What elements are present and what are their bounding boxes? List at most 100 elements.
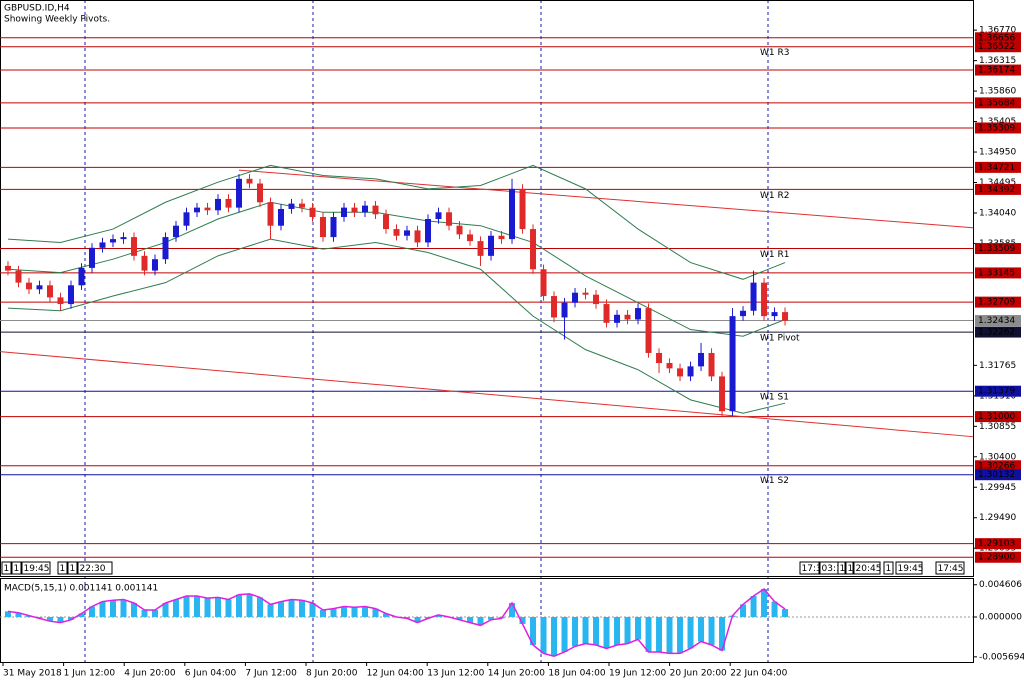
macd-bar (309, 602, 316, 617)
candle-body (771, 312, 778, 317)
macd-bar (530, 616, 537, 645)
candle-body (624, 314, 631, 320)
macd-bar (593, 616, 600, 645)
candle-body (467, 234, 474, 242)
candle-body (519, 188, 526, 230)
x-tick-label: 22 Jun 04:00 (730, 669, 787, 679)
macd-bar (151, 609, 158, 617)
time-box (853, 561, 881, 575)
candle-body (25, 282, 32, 290)
time-box-label: 19:45 (898, 564, 924, 574)
macd-bar (698, 616, 705, 642)
level-box (975, 97, 1021, 109)
candle-body (46, 285, 53, 298)
macd-bar (677, 616, 684, 654)
x-tick-label: 31 May 2018 (3, 669, 62, 679)
candle-body (130, 237, 137, 256)
trend-line (0, 351, 974, 438)
time-box (837, 561, 846, 575)
candle-body (78, 267, 85, 286)
candle-body (299, 203, 306, 208)
time-box (67, 561, 78, 575)
trend-line (238, 169, 974, 229)
macd-bar (761, 588, 768, 617)
candle-body (666, 363, 673, 369)
candle-body (645, 308, 652, 353)
macd-bar (582, 616, 589, 644)
macd-bar (603, 616, 610, 649)
macd-bar (193, 595, 200, 617)
level-box (975, 538, 1021, 550)
level-box (975, 460, 1021, 472)
level-value: 1.28900 (978, 553, 1015, 563)
candle-body (782, 312, 789, 321)
level-box (975, 161, 1021, 173)
signal-line (7, 587, 786, 657)
candle-body (362, 205, 369, 213)
macd-bar (109, 600, 116, 617)
level-box (975, 385, 1021, 397)
candle-body (498, 235, 505, 240)
time-box (57, 561, 68, 575)
macd-bar (750, 595, 757, 617)
level-box (975, 326, 1021, 338)
level-box (975, 183, 1021, 195)
level-value: 1.35309 (978, 123, 1015, 133)
y-tick-label: 1.29945 (979, 483, 1016, 493)
candle-body (729, 316, 736, 412)
candle-body (383, 214, 390, 230)
level-value: 1.31379 (978, 387, 1015, 397)
candle-body (435, 212, 442, 220)
macd-bar (740, 604, 747, 617)
macd-bar (456, 616, 463, 620)
macd-bar (172, 599, 179, 617)
x-tick-label: 12 Jun 04:00 (367, 669, 424, 679)
candle-body (404, 230, 411, 236)
macd-bar (4, 611, 11, 617)
y-tick-label: -0.005694 (979, 652, 1024, 662)
macd-bar (214, 597, 221, 617)
time-box (77, 561, 113, 575)
macd-bar (383, 613, 390, 617)
time-box (883, 561, 894, 575)
level-name: W1 R2 (760, 191, 789, 201)
macd-bar (435, 614, 442, 617)
candle-body (687, 366, 694, 377)
candle-body (414, 230, 421, 243)
level-value: 1.35684 (978, 98, 1015, 108)
y-tick-label: 1.36770 (979, 26, 1016, 36)
level-box (975, 296, 1021, 308)
candle-body (256, 183, 263, 203)
time-box (21, 561, 51, 575)
main-pane (0, 0, 974, 577)
macd-bar (162, 602, 169, 617)
candle-body (204, 207, 211, 211)
candle-body (214, 198, 221, 211)
level-name: W1 R3 (760, 48, 789, 58)
period-separators (84, 0, 769, 662)
x-tick-label: 19 Jun 12:00 (609, 669, 666, 679)
time-box-label: 22:30 (80, 564, 106, 574)
level-value: 1.36656 (978, 33, 1015, 43)
candle-body (141, 255, 148, 271)
macd-bar (561, 616, 568, 652)
macd-bar (130, 602, 137, 617)
candle-body (99, 242, 106, 248)
candle-body (656, 352, 663, 364)
candle-body (561, 302, 568, 318)
candle-body (635, 308, 642, 320)
candle-body (4, 265, 11, 271)
macd-bar (666, 616, 673, 654)
macd-bar (267, 604, 274, 617)
candle-body (551, 296, 558, 318)
candle-body (120, 237, 127, 240)
level-value: 1.31000 (978, 412, 1015, 422)
y-tick-label: 1.29490 (979, 513, 1016, 523)
level-box (975, 469, 1021, 481)
candle-body (309, 207, 316, 217)
macd-bar (141, 609, 148, 617)
macd-bar (708, 616, 715, 645)
time-box (845, 561, 854, 575)
x-tick-label: 14 Jun 20:00 (488, 669, 545, 679)
